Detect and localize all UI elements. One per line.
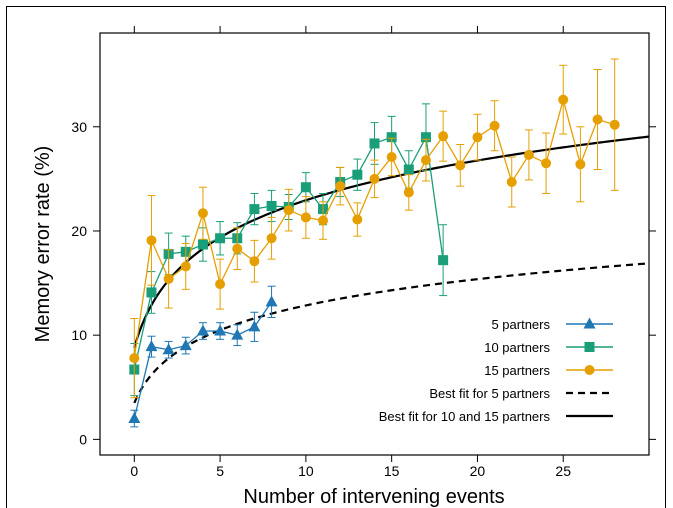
fit-curve (133, 262, 650, 404)
y-tick-label: 10 (71, 327, 87, 343)
x-tick-label: 15 (384, 463, 400, 479)
series-5-partners (128, 285, 278, 428)
data-point (145, 340, 158, 352)
axes: 0 5 10 15 20 25 0 10 20 30 (71, 26, 656, 479)
legend-label: 15 partners (484, 363, 550, 378)
data-point (386, 132, 397, 143)
figure-frame (6, 6, 666, 508)
x-tick-label: 25 (555, 463, 571, 479)
data-point (472, 132, 483, 143)
data-point (455, 160, 466, 171)
data-point (215, 279, 226, 290)
data-point (179, 339, 192, 351)
data-point (541, 158, 552, 169)
data-point (558, 94, 569, 105)
plot-area (99, 32, 650, 456)
legend-label: Best fit for 10 and 15 partners (379, 409, 551, 424)
data-point (249, 204, 260, 215)
data-point (248, 320, 261, 332)
data-point (335, 181, 346, 192)
y-tick-label: 20 (71, 223, 87, 239)
data-point (584, 365, 595, 375)
data-point (369, 138, 380, 149)
data-point (438, 131, 449, 142)
data-point (575, 159, 586, 170)
legend-label: 5 partners (491, 317, 550, 332)
legend-label: 10 partners (484, 340, 550, 355)
x-tick-label: 20 (470, 463, 486, 479)
y-tick-label: 0 (79, 431, 87, 447)
fit-lines (133, 135, 650, 404)
data-point (403, 187, 414, 198)
data-point (300, 182, 311, 193)
y-tick-label: 30 (71, 119, 87, 135)
data-point (231, 328, 244, 340)
legend-label: Best fit for 5 partners (429, 386, 550, 401)
data-point (283, 205, 294, 216)
data-point (215, 233, 226, 244)
data-point (609, 119, 620, 130)
data-point (163, 273, 174, 284)
data-point (369, 173, 380, 184)
data-point (196, 324, 209, 336)
data-point (583, 317, 596, 329)
series-15-partners (129, 58, 620, 399)
data-point (584, 342, 595, 352)
data-point (489, 120, 500, 131)
data-point (146, 235, 157, 246)
data-point (506, 177, 517, 188)
data-point (386, 151, 397, 162)
y-axis-label: Memory error rate (%) (32, 146, 54, 343)
data-point (420, 132, 431, 143)
series-10-partners (129, 103, 449, 397)
data-point (162, 343, 175, 355)
data-point (249, 256, 260, 267)
data-point (300, 212, 311, 223)
legend: 5 partners 10 partners 15 partners Best fit… (379, 317, 613, 424)
data-point (180, 261, 191, 272)
data-point (266, 200, 277, 211)
data-point (129, 353, 140, 364)
data-point (265, 295, 278, 307)
x-axis-label: Number of intervening events (243, 486, 504, 508)
data-point (197, 239, 208, 250)
x-tick-label: 10 (298, 463, 314, 479)
data-point (128, 412, 141, 424)
data-point (438, 255, 449, 266)
data-point (403, 164, 414, 175)
data-point (523, 149, 534, 160)
data-point (214, 324, 227, 336)
data-point (592, 114, 603, 125)
data-point (352, 214, 363, 225)
data-point (146, 287, 157, 298)
data-series (128, 58, 620, 428)
series-line (133, 135, 444, 370)
data-point (420, 155, 431, 166)
x-tick-label: 0 (130, 463, 138, 479)
x-tick-label: 5 (216, 463, 224, 479)
data-point (352, 169, 363, 180)
data-point (232, 243, 243, 254)
data-point (266, 233, 277, 244)
data-point (197, 208, 208, 219)
data-point (318, 215, 329, 226)
